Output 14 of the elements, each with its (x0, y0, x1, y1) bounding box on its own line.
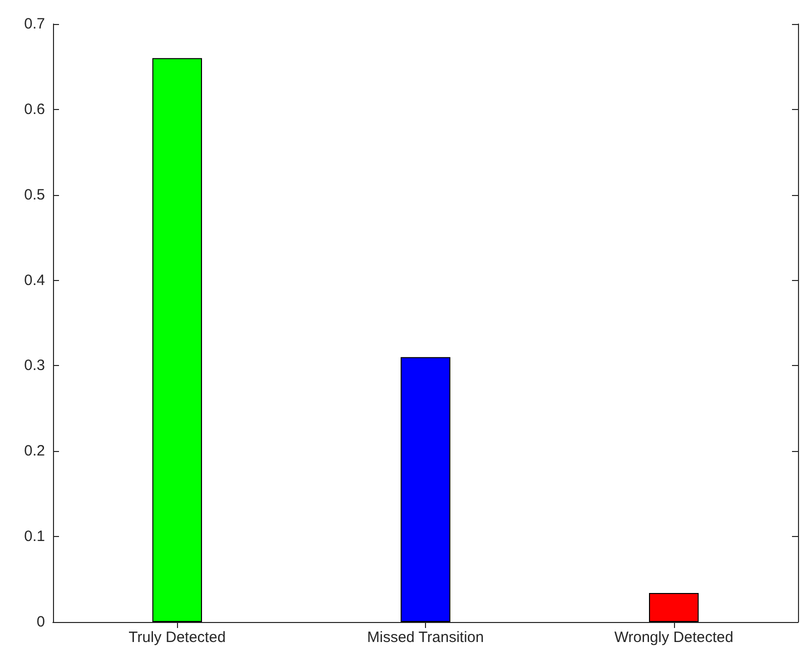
bar (649, 592, 699, 622)
y-tick-label: 0.2 (24, 442, 45, 460)
y-tick-label: 0 (36, 614, 45, 630)
y-tick-label: 0.1 (24, 528, 45, 546)
x-tick-label: Missed Transition (367, 629, 484, 646)
bar (400, 357, 450, 622)
bar (152, 58, 202, 622)
y-tick-label: 0.6 (24, 100, 45, 118)
y-tick-label: 0.4 (24, 272, 45, 289)
x-tick-label: Truly Detected (128, 629, 226, 646)
x-tick-label: Wrongly Detected (614, 629, 734, 646)
y-tick-label: 0.5 (24, 186, 45, 204)
y-tick-label: 0.3 (24, 357, 45, 374)
y-tick-label: 0.7 (24, 16, 45, 32)
